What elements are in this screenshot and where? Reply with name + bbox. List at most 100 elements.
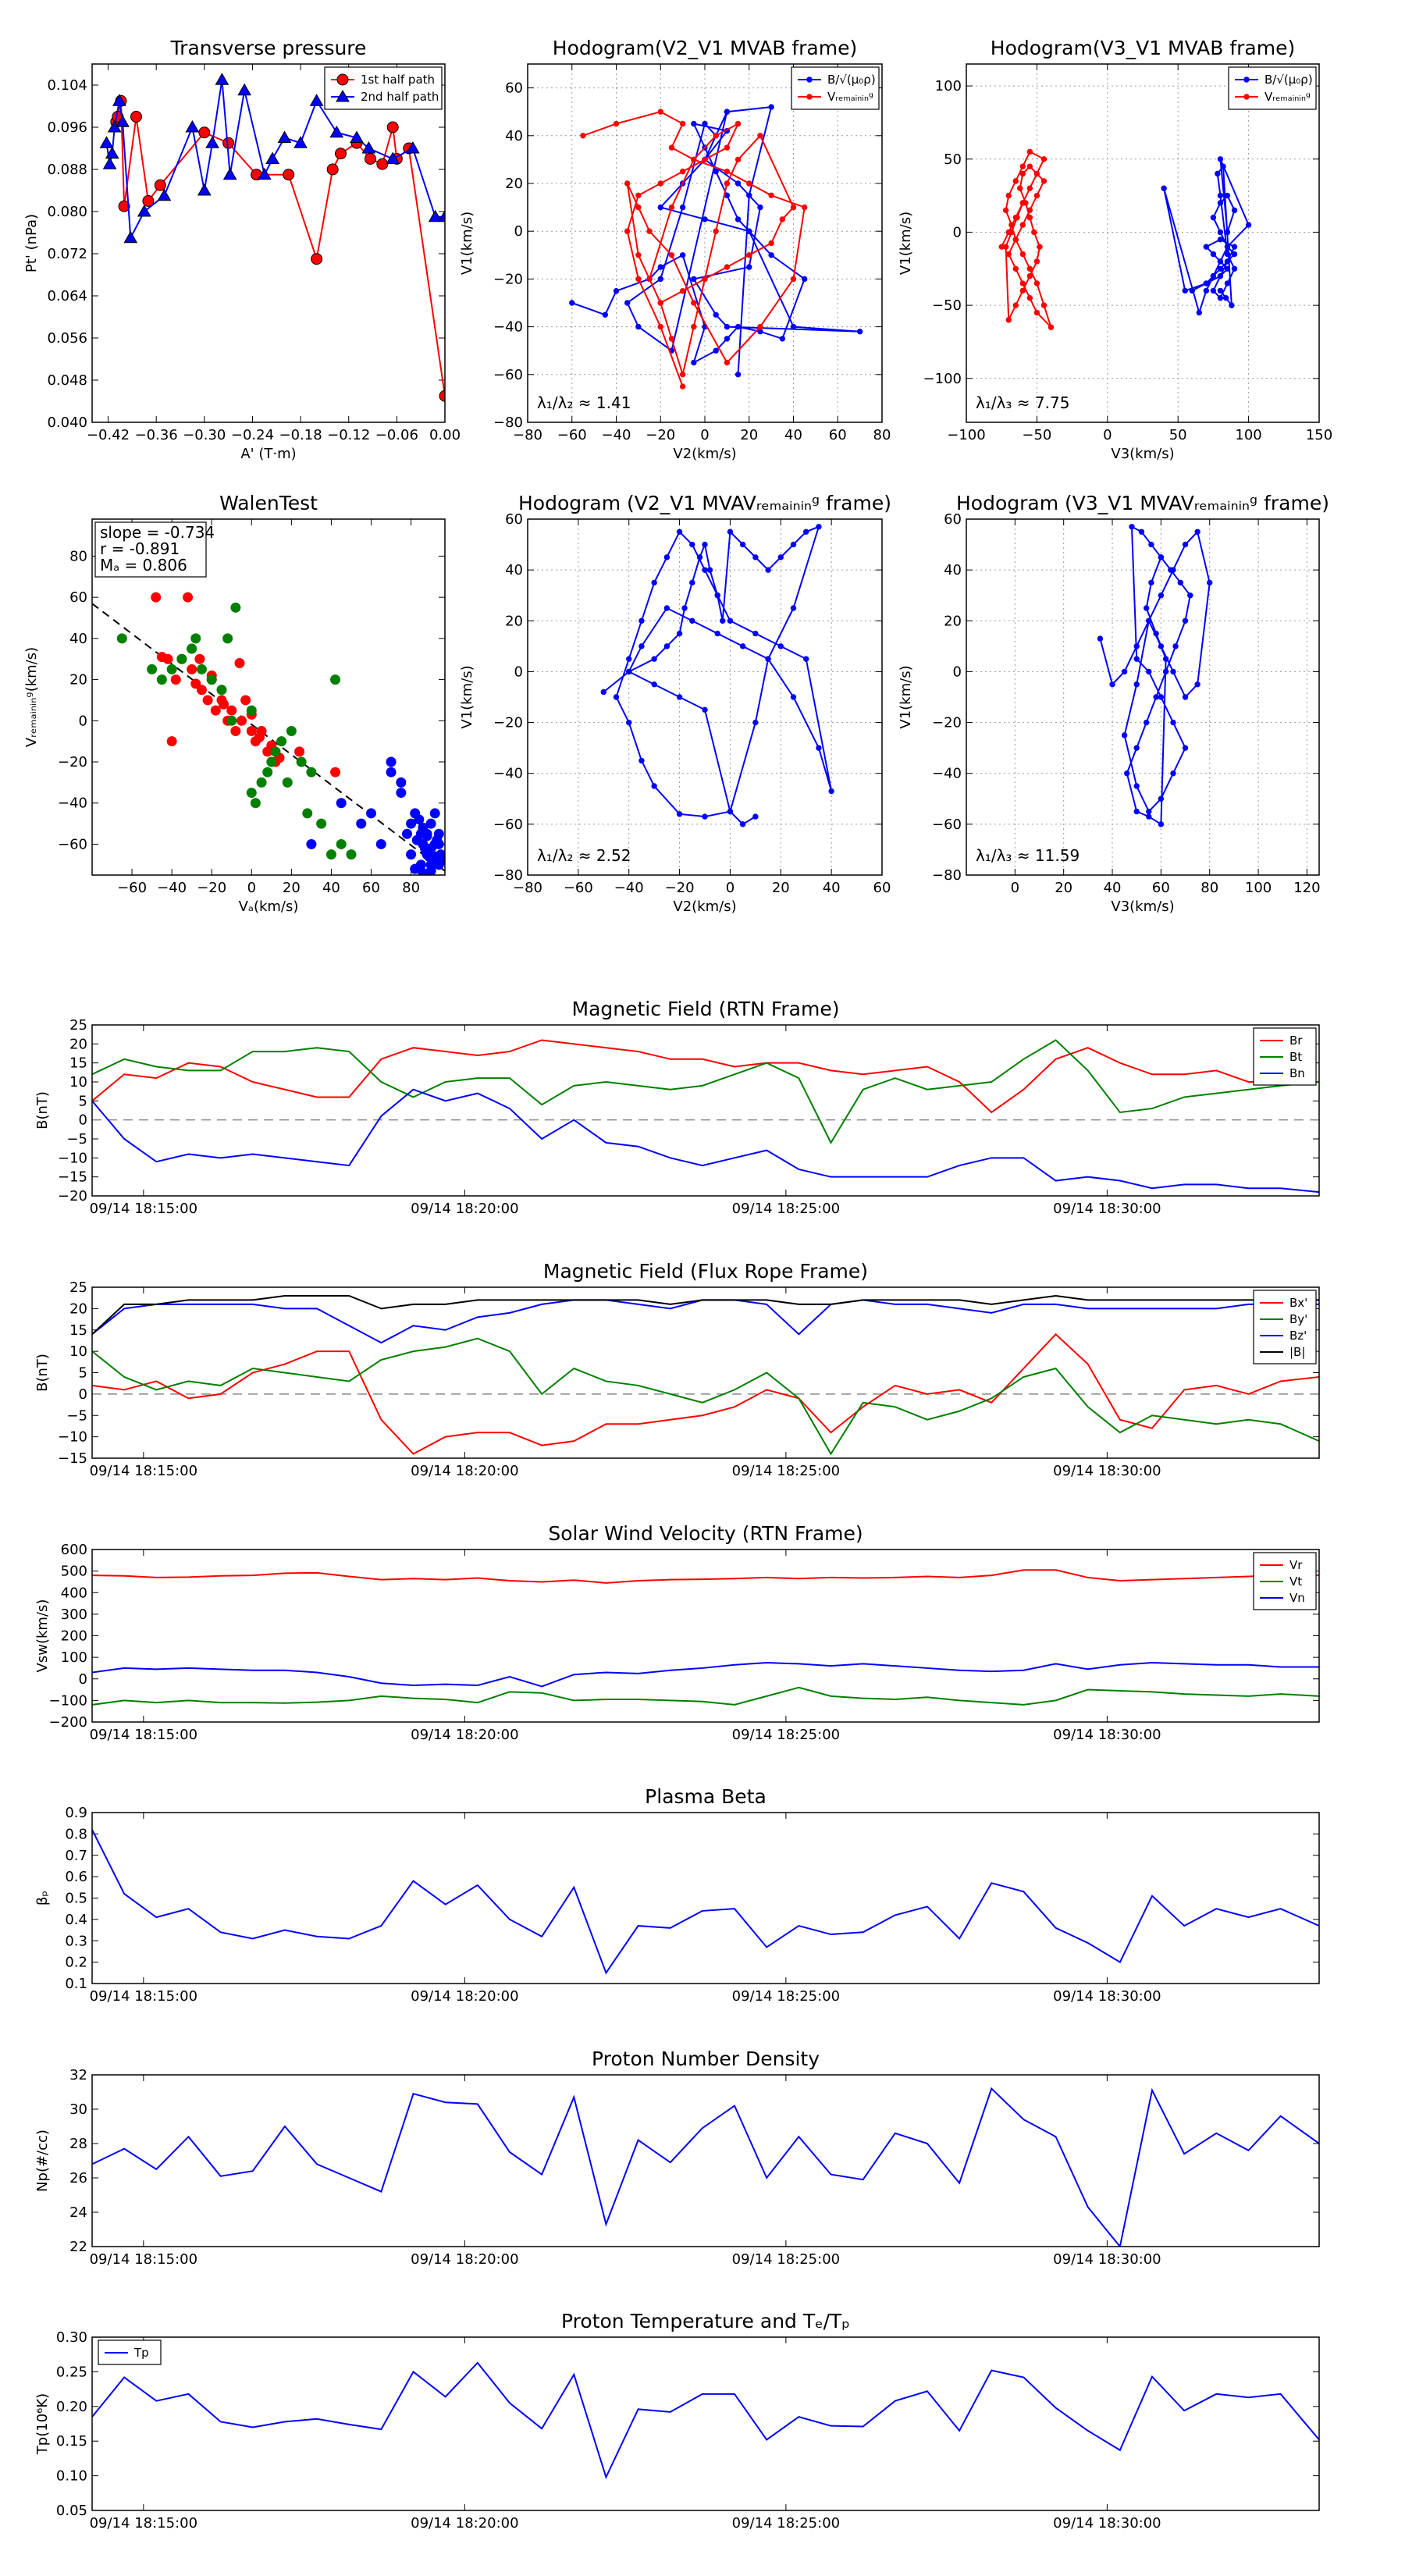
data-point	[1146, 808, 1152, 815]
data-point	[1146, 617, 1152, 624]
y-tick-label: 50	[944, 151, 962, 168]
data-point	[635, 192, 642, 199]
data-point	[1012, 237, 1019, 243]
data-point	[1203, 244, 1210, 250]
data-point	[1217, 192, 1224, 199]
data-point	[1014, 215, 1020, 221]
data-point	[276, 736, 287, 747]
data-point	[1133, 783, 1140, 789]
y-tick-label: −40	[932, 766, 962, 782]
data-point	[1143, 605, 1150, 611]
y-axis-label: Pt' (nPa)	[23, 214, 40, 272]
x-axis-label: V2(km/s)	[673, 446, 736, 462]
data-point	[329, 125, 344, 138]
y-tick-label: 5	[79, 1365, 87, 1382]
data-point	[651, 681, 657, 688]
data-point	[681, 605, 688, 611]
y-tick-label: −20	[493, 715, 523, 731]
data-point	[777, 643, 784, 649]
plot-area	[92, 592, 445, 875]
data-point	[1019, 287, 1026, 294]
series-b	[1161, 156, 1252, 316]
y-tick-label: 26	[69, 2170, 87, 2186]
data-point	[1019, 222, 1026, 228]
data-point	[196, 685, 207, 696]
y-tick-label: −200	[49, 1714, 87, 1731]
x-tick-label: −0.30	[183, 427, 226, 443]
y-tick-label: 0	[79, 1112, 87, 1129]
data-point	[1210, 215, 1217, 221]
data-point	[277, 130, 292, 143]
data-point	[190, 633, 201, 644]
chart-h3: Hodogram (V2_V1 MVAVᵣₑₘₐᵢₙᵢₙᵍ frame)−80−…	[459, 492, 891, 915]
data-point	[350, 130, 364, 143]
data-point	[1109, 681, 1115, 688]
data-point	[1231, 207, 1238, 214]
data-point	[816, 745, 822, 751]
data-point	[724, 264, 731, 270]
y-tick-label: −60	[493, 817, 523, 833]
data-point	[691, 359, 697, 366]
x-tick-label: 80	[873, 427, 891, 443]
x-tick-label: 60	[362, 880, 380, 896]
y-tick-label: 0	[79, 713, 87, 729]
x-tick-label: 60	[829, 427, 847, 443]
series-line	[92, 1332, 1319, 1455]
data-point	[580, 133, 586, 139]
y-tick-label: 0	[953, 224, 962, 240]
legend: Vr Vt Vn	[1253, 1552, 1317, 1610]
plot-frame	[91, 1024, 1320, 1197]
data-point	[230, 725, 241, 736]
data-point	[1182, 287, 1188, 294]
data-point	[1217, 237, 1224, 243]
data-point	[724, 109, 731, 115]
data-point	[777, 554, 784, 560]
data-point	[790, 541, 797, 548]
data-point	[309, 94, 324, 106]
y-tick-label: 15	[69, 1322, 87, 1339]
data-point	[790, 204, 797, 211]
data-point	[219, 699, 229, 710]
data-point	[779, 336, 786, 342]
data-point	[702, 120, 708, 127]
legend-label: Vt	[1289, 1574, 1302, 1589]
data-point	[1026, 265, 1033, 272]
y-axis-label: Vsw(km/s)	[34, 1599, 51, 1673]
x-tick-label: 09/14 18:15:00	[90, 1727, 197, 1743]
x-tick-label: 60	[873, 880, 891, 896]
data-point	[657, 264, 663, 270]
y-tick-label: −20	[493, 271, 523, 287]
legend-label: 2nd half path	[361, 90, 439, 104]
data-point	[1005, 192, 1012, 199]
y-tick-label: −80	[493, 415, 523, 431]
x-tick-label: 09/14 18:30:00	[1053, 1463, 1161, 1479]
series-by-	[92, 1337, 1319, 1456]
series-line	[92, 1299, 1319, 1344]
data-point	[757, 133, 763, 139]
y-axis-label: B(nT)	[34, 1091, 51, 1130]
data-point	[856, 329, 863, 335]
data-point	[702, 541, 708, 548]
data-point	[691, 120, 697, 127]
legend-label: Tp	[133, 2346, 149, 2360]
series-blue	[306, 756, 445, 875]
data-point	[1026, 207, 1033, 214]
data-point	[286, 725, 297, 736]
data-point	[1182, 745, 1189, 751]
data-point	[154, 179, 166, 191]
y-tick-label: 60	[505, 80, 523, 97]
data-point	[626, 719, 632, 726]
data-point	[676, 694, 683, 700]
data-point	[256, 777, 267, 788]
data-point	[1170, 719, 1176, 726]
data-point	[1146, 813, 1152, 820]
data-point	[689, 579, 695, 586]
data-point	[752, 630, 759, 637]
data-point	[401, 828, 412, 839]
series-line	[92, 1337, 1319, 1456]
stats-frame	[94, 521, 207, 578]
data-point	[602, 311, 609, 318]
data-point	[1158, 795, 1165, 802]
data-point	[1189, 287, 1195, 294]
series-v-remaining	[580, 109, 808, 390]
